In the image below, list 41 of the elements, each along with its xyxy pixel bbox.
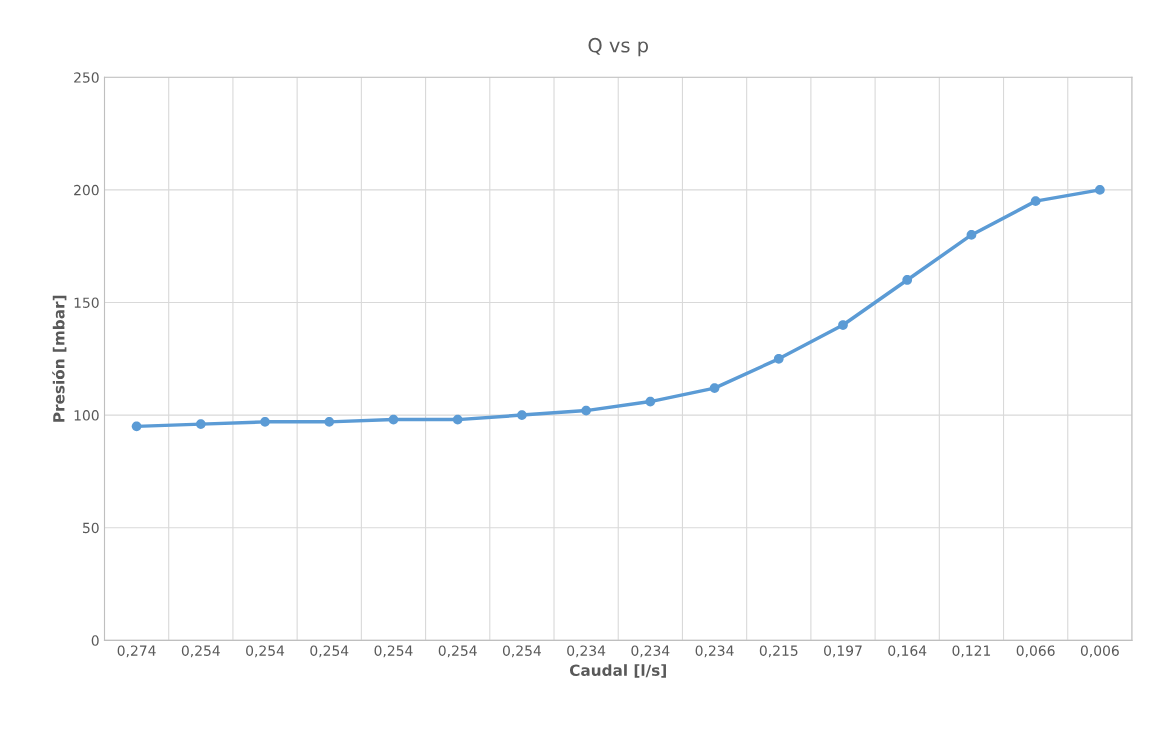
x-tick-label: 0,254 [438,645,477,658]
x-tick-label: 0,254 [181,645,220,658]
point [581,405,591,416]
point [324,417,335,427]
y-tick-label: 100 [74,410,99,421]
point [131,421,142,432]
point [773,353,784,364]
x-tick-label: 0,274 [117,645,156,658]
x-tick-label: 0,234 [695,645,734,658]
point [1030,196,1041,207]
x-tick-label: 0,234 [631,645,670,658]
y-axis-title: Presión [mbar] [52,295,67,422]
x-tick-label: 0,254 [310,645,349,658]
y-tick-label: 200 [74,184,99,196]
point [838,320,848,330]
point [388,414,399,425]
x-tick-label: 0,215 [759,645,798,658]
x-tick-label: 0,066 [1016,645,1055,658]
point [966,230,977,240]
x-tick-label: 0,234 [567,645,606,658]
x-tick-label: 0,164 [888,645,927,658]
y-tick-label: 50 [83,522,99,534]
x-tick-label: 0,197 [824,645,862,658]
x-tick-label: 0,006 [1080,645,1119,658]
x-axis-title: Caudal [l/s] [569,664,666,678]
point [709,383,720,393]
point [260,417,270,427]
y-tick-label: 0 [91,635,99,646]
point [1095,185,1105,195]
point [452,414,463,425]
point [645,396,656,407]
y-tick-label: 250 [74,72,99,83]
point [902,275,913,285]
x-tick-label: 0,121 [952,645,991,658]
chart-title: Q vs p [588,37,648,57]
y-tick-label: 150 [74,297,99,308]
point [517,410,527,420]
x-tick-label: 0,254 [374,645,413,658]
x-tick-label: 0,254 [246,645,285,658]
point [195,419,206,429]
x-tick-label: 0,254 [502,645,542,658]
